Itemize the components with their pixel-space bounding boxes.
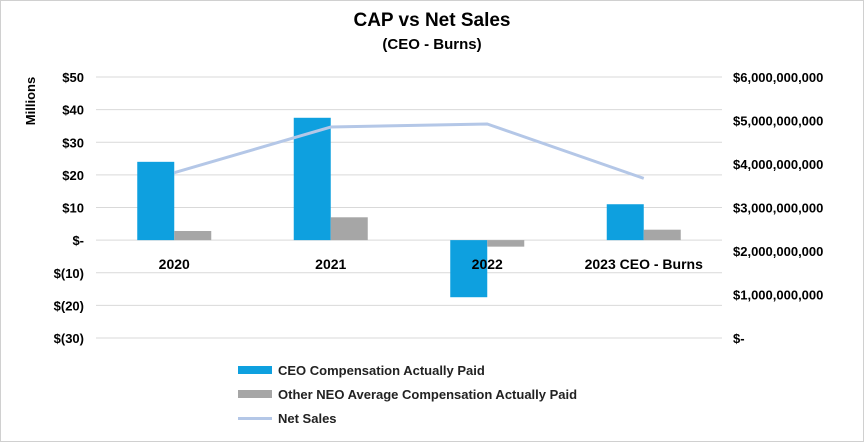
bar-neo-cap [487, 240, 525, 247]
bar-ceo-cap [137, 161, 175, 241]
legend-label-ceo-cap: CEO Compensation Actually Paid [278, 362, 485, 378]
legend: CEO Compensation Actually Paid Other NEO… [238, 358, 577, 430]
legend-label-neo-cap: Other NEO Average Compensation Actually … [278, 386, 578, 402]
bar-neo-cap [643, 229, 681, 241]
legend-item-ceo-cap: CEO Compensation Actually Paid [238, 358, 577, 382]
right-tick-label: $3,000,000,000 [733, 201, 823, 216]
right-tick-label: $- [733, 331, 745, 346]
bar-ceo-cap [450, 240, 488, 298]
bar-neo-cap [330, 217, 368, 241]
legend-label-net-sales: Net Sales [278, 410, 337, 426]
left-tick-label: $(20) [54, 298, 84, 313]
right-tick-label: $1,000,000,000 [733, 288, 823, 303]
bar-ceo-cap [606, 204, 644, 241]
left-tick-label: $30 [62, 135, 84, 150]
legend-swatch-ceo-cap [238, 366, 272, 374]
legend-swatch-net-sales [238, 416, 272, 420]
left-tick-label: $50 [62, 70, 84, 85]
left-tick-label: $10 [62, 201, 84, 216]
category-label: 2021 [315, 256, 346, 272]
bar-neo-cap [174, 230, 212, 241]
left-tick-label: $- [72, 233, 84, 248]
legend-swatch-neo-cap [238, 390, 272, 398]
bar-ceo-cap [293, 117, 331, 241]
right-tick-label: $6,000,000,000 [733, 70, 823, 85]
left-tick-label: $20 [62, 168, 84, 183]
left-tick-label: $(10) [54, 266, 84, 281]
category-label: 2020 [159, 256, 190, 272]
chart-title: CAP vs Net Sales [353, 10, 511, 31]
line-net-sales [173, 122, 645, 180]
right-tick-label: $2,000,000,000 [733, 244, 823, 259]
left-tick-label: $(30) [54, 331, 84, 346]
chart-subtitle: (CEO - Burns) [382, 36, 482, 53]
category-label: 2023 CEO - Burns [585, 256, 703, 272]
left-tick-label: $40 [62, 103, 84, 118]
legend-item-neo-cap: Other NEO Average Compensation Actually … [238, 382, 577, 406]
legend-item-net-sales: Net Sales [238, 406, 577, 430]
category-label: 2022 [472, 256, 503, 272]
right-tick-label: $5,000,000,000 [733, 114, 823, 129]
right-tick-label: $4,000,000,000 [733, 157, 823, 172]
